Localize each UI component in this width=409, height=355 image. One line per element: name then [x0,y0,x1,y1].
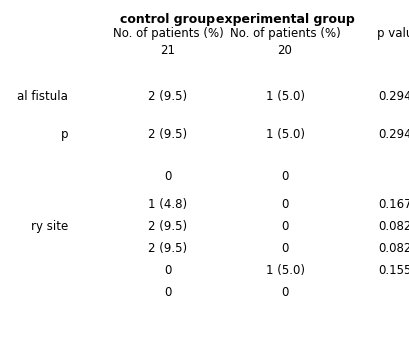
Text: 0.167: 0.167 [377,198,409,211]
Text: experimental group: experimental group [215,13,353,26]
Text: 2 (9.5): 2 (9.5) [148,242,187,255]
Text: 0.082: 0.082 [378,242,409,255]
Text: 1 (5.0): 1 (5.0) [265,128,304,141]
Text: p valu: p valu [376,27,409,40]
Text: 2 (9.5): 2 (9.5) [148,220,187,233]
Text: No. of patients (%): No. of patients (%) [112,27,223,40]
Text: 0.082: 0.082 [378,220,409,233]
Text: ry site: ry site [31,220,68,233]
Text: 1 (4.8): 1 (4.8) [148,198,187,211]
Text: 0: 0 [281,242,288,255]
Text: 1 (5.0): 1 (5.0) [265,264,304,277]
Text: 0: 0 [164,286,171,299]
Text: al fistula: al fistula [17,90,68,103]
Text: 0: 0 [281,198,288,211]
Text: 2 (9.5): 2 (9.5) [148,90,187,103]
Text: 0.294: 0.294 [377,128,409,141]
Text: 0.294: 0.294 [377,90,409,103]
Text: 1 (5.0): 1 (5.0) [265,90,304,103]
Text: 0: 0 [281,170,288,183]
Text: 2 (9.5): 2 (9.5) [148,128,187,141]
Text: 0: 0 [164,264,171,277]
Text: 0: 0 [281,220,288,233]
Text: 0: 0 [281,286,288,299]
Text: 0.155: 0.155 [378,264,409,277]
Text: 20: 20 [277,44,292,57]
Text: 0: 0 [164,170,171,183]
Text: No. of patients (%): No. of patients (%) [229,27,339,40]
Text: p: p [61,128,68,141]
Text: 21: 21 [160,44,175,57]
Text: control group: control group [120,13,215,26]
